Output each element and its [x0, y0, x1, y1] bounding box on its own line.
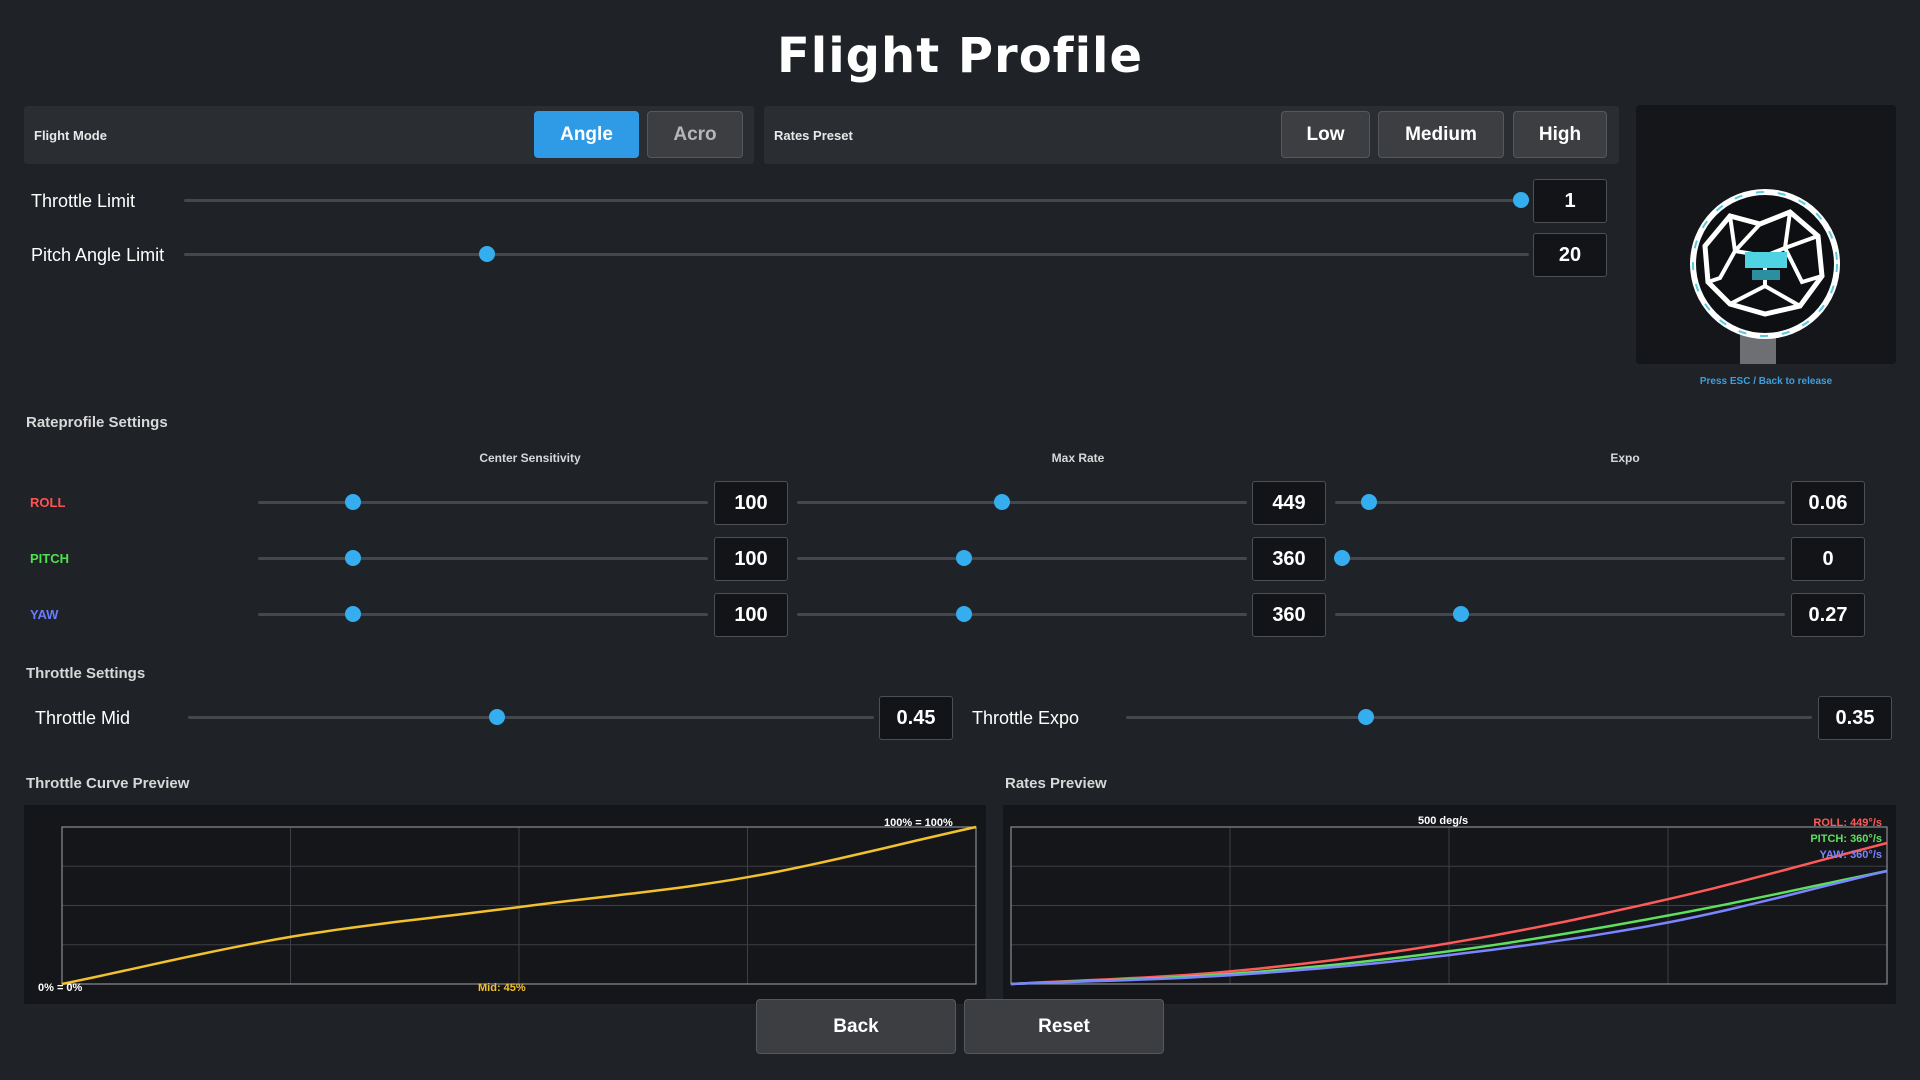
rates-preview-plot — [1010, 826, 1888, 986]
throttle-expo-slider[interactable] — [1126, 716, 1812, 719]
page-title: Flight Profile — [776, 28, 1144, 84]
preset-low-button[interactable]: Low — [1281, 111, 1370, 158]
throttle-limit-value[interactable]: 1 — [1533, 179, 1607, 223]
col-max-rate: Max Rate — [1051, 451, 1105, 465]
preset-high-button[interactable]: High — [1513, 111, 1607, 158]
throttle-mid-thumb[interactable] — [488, 709, 505, 725]
rate-value-yaw-2[interactable]: 0.27 — [1791, 593, 1865, 637]
rates-preset-label: Rates Preset — [774, 128, 853, 143]
rate-slider-roll-1[interactable] — [797, 501, 1247, 504]
rate-slider-thumb[interactable] — [344, 606, 361, 622]
rate-value-roll-0[interactable]: 100 — [714, 481, 788, 525]
rate-slider-thumb[interactable] — [344, 550, 361, 566]
rates-line-roll — [1010, 841, 1888, 986]
throttle-curve-mid-label: Mid: 45% — [478, 982, 526, 994]
throttle-curve-bottom-label: 0% = 0% — [38, 982, 83, 994]
pitch-angle-limit-value[interactable]: 20 — [1533, 233, 1607, 277]
throttle-curve-title: Throttle Curve Preview — [26, 775, 190, 792]
throttle-mid-label: Throttle Mid — [35, 708, 131, 728]
rate-slider-thumb[interactable] — [1360, 494, 1377, 510]
throttle-mid-slider[interactable] — [188, 716, 874, 719]
rate-slider-thumb[interactable] — [344, 494, 361, 510]
rate-value-pitch-0[interactable]: 100 — [714, 537, 788, 581]
legend-roll: ROLL: 449°/s — [1813, 817, 1882, 829]
rateprofile-title: Rateprofile Settings — [26, 414, 168, 431]
rate-slider-yaw-1[interactable] — [797, 613, 1247, 616]
rate-slider-thumb[interactable] — [955, 550, 972, 566]
reset-button[interactable]: Reset — [964, 999, 1164, 1054]
rates-preview-frame — [1010, 826, 1888, 985]
rates-line-yaw — [1010, 869, 1888, 986]
rate-slider-yaw-2[interactable] — [1335, 613, 1785, 616]
col-center-sensitivity: Center Sensitivity — [479, 451, 581, 465]
rate-slider-roll-0[interactable] — [258, 501, 708, 504]
throttle-expo-label: Throttle Expo — [972, 708, 1080, 728]
throttle-limit-slider[interactable] — [184, 199, 1521, 202]
flight-mode-panel — [24, 106, 754, 164]
rate-slider-pitch-0[interactable] — [258, 557, 708, 560]
rate-slider-yaw-0[interactable] — [258, 613, 708, 616]
col-expo: Expo — [1610, 451, 1640, 465]
throttle-expo-value[interactable]: 0.35 — [1818, 696, 1892, 740]
rate-slider-thumb[interactable] — [955, 606, 972, 622]
rate-value-roll-1[interactable]: 449 — [1252, 481, 1326, 525]
rates-preview-top-label: 500 deg/s — [1418, 815, 1469, 827]
rate-value-yaw-1[interactable]: 360 — [1252, 593, 1326, 637]
throttle-curve-frame — [61, 826, 977, 985]
flight-mode-label: Flight Mode — [34, 128, 107, 143]
rate-row-roll-label: ROLL — [30, 495, 66, 510]
rate-row-pitch-label: PITCH — [30, 551, 69, 566]
throttle-curve-chart — [24, 805, 986, 1004]
rate-slider-pitch-2[interactable] — [1335, 557, 1785, 560]
rate-slider-thumb[interactable] — [993, 494, 1010, 510]
acro-mode-button[interactable]: Acro — [647, 111, 743, 158]
throttle-limit-thumb[interactable] — [1513, 192, 1529, 208]
angle-mode-button[interactable]: Angle — [534, 111, 639, 158]
rate-row-yaw-label: YAW — [30, 607, 59, 622]
throttle-mid-value[interactable]: 0.45 — [879, 696, 953, 740]
throttle-settings-title: Throttle Settings — [26, 665, 146, 682]
throttle-expo-thumb[interactable] — [1358, 709, 1375, 725]
back-button[interactable]: Back — [756, 999, 956, 1054]
legend-yaw: YAW: 360°/s — [1819, 849, 1883, 861]
throttle-curve-line — [61, 825, 977, 986]
rate-slider-thumb[interactable] — [1333, 550, 1350, 566]
rate-value-pitch-1[interactable]: 360 — [1252, 537, 1326, 581]
drone-cage-icon — [1690, 189, 1840, 364]
rate-value-roll-2[interactable]: 0.06 — [1791, 481, 1865, 525]
rate-slider-pitch-1[interactable] — [797, 557, 1247, 560]
rates-preview-title: Rates Preview — [1005, 775, 1107, 792]
pitch-angle-limit-slider[interactable] — [184, 253, 1529, 256]
rate-value-pitch-2[interactable]: 0 — [1791, 537, 1865, 581]
preview-release-hint: Press ESC / Back to release — [1699, 376, 1833, 387]
rate-value-yaw-0[interactable]: 100 — [714, 593, 788, 637]
preset-medium-button[interactable]: Medium — [1378, 111, 1504, 158]
pitch-angle-limit-thumb[interactable] — [478, 246, 495, 262]
throttle-limit-label: Throttle Limit — [31, 191, 136, 211]
legend-pitch: PITCH: 360°/s — [1810, 833, 1882, 845]
pitch-angle-limit-label: Pitch Angle Limit — [31, 245, 165, 265]
throttle-curve-plot — [61, 825, 977, 986]
rate-slider-thumb[interactable] — [1453, 606, 1469, 622]
rate-slider-roll-2[interactable] — [1335, 501, 1785, 504]
throttle-curve-top-label: 100% = 100% — [884, 817, 953, 829]
